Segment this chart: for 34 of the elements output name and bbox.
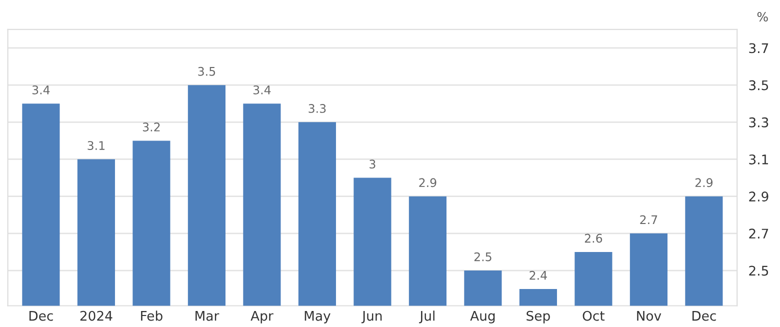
x-tick-label: May xyxy=(304,311,330,324)
data-label: 2.9 xyxy=(695,178,713,188)
y-tick-label: 3.5 xyxy=(749,80,768,90)
data-label: 3.4 xyxy=(253,85,271,94)
y-axis-title: % xyxy=(757,12,768,22)
data-label: 2.5 xyxy=(474,252,492,262)
x-tick-label: Apr xyxy=(250,311,274,324)
x-tick-label: Oct xyxy=(582,310,605,321)
x-tick-label: Nov xyxy=(637,311,662,321)
data-label: 3.1 xyxy=(88,141,104,150)
y-tick-label: 3.3 xyxy=(749,117,768,128)
x-tick-label: 2024 xyxy=(80,310,112,321)
x-tick-label: Jun xyxy=(361,311,382,324)
data-label: 3.5 xyxy=(198,66,216,76)
x-tick-label: Aug xyxy=(470,311,495,324)
y-tick-label: 2.9 xyxy=(749,192,768,202)
x-tick-label: Mar xyxy=(196,311,220,321)
data-label: 3.3 xyxy=(308,104,326,113)
x-tick-label: Jul xyxy=(419,310,434,324)
y-tick-label: 3.7 xyxy=(749,43,768,54)
x-tick-label: Feb xyxy=(141,310,162,321)
y-tick-label: 2.7 xyxy=(749,228,768,238)
data-label: 2.6 xyxy=(584,234,602,243)
x-tick-label: Sep xyxy=(526,310,550,324)
data-label: 3 xyxy=(370,160,376,169)
data-label: 2.4 xyxy=(530,270,547,280)
x-tick-label: Dec xyxy=(29,311,53,321)
data-label: 3.2 xyxy=(142,122,160,132)
data-label: 2.9 xyxy=(419,178,436,188)
data-label: 2.7 xyxy=(640,215,658,224)
x-tick-label: Dec xyxy=(692,311,716,321)
data-label: 3.4 xyxy=(32,85,50,94)
y-tick-label: 2.5 xyxy=(749,266,768,276)
y-tick-label: 3.1 xyxy=(749,154,768,164)
